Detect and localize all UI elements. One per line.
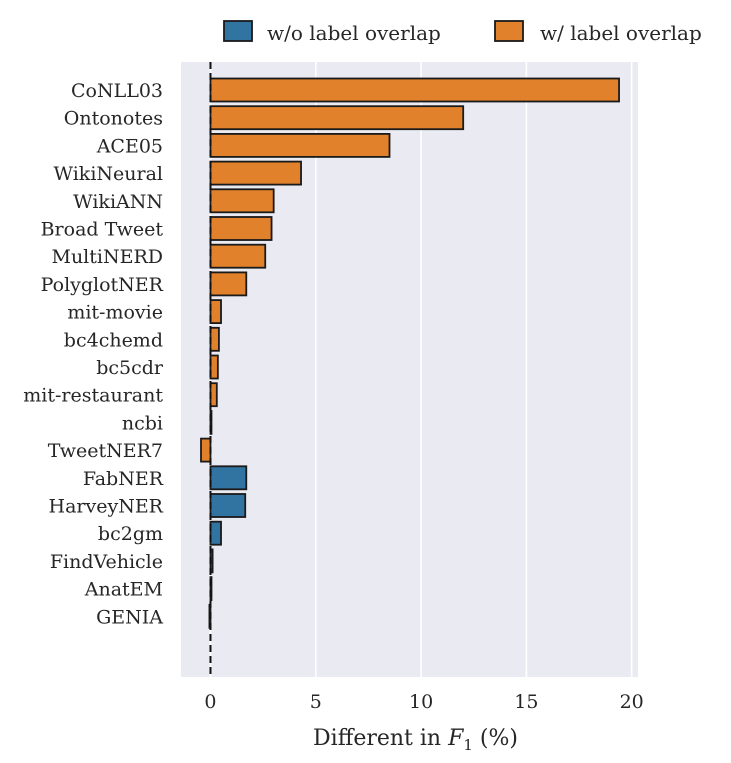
category-label: ncbi	[122, 412, 163, 434]
category-label: GENIA	[96, 606, 163, 628]
bar-wikiann	[209, 188, 275, 214]
x-tick-label: 5	[310, 691, 322, 713]
category-label: ACE05	[96, 135, 163, 157]
x-tick-label: 15	[514, 691, 538, 713]
bar-fabner	[209, 465, 248, 491]
category-label: mit-movie	[67, 302, 163, 324]
category-label: MultiNERD	[51, 246, 163, 268]
legend-swatch	[223, 20, 253, 42]
bar-bc5cdr	[209, 354, 219, 380]
bar-multinerd	[209, 243, 267, 269]
x-tick-label: 0	[204, 691, 216, 713]
x-tick-labels: 0 5 10 15 20	[204, 691, 643, 713]
x-axis-title-variable: F	[447, 726, 464, 751]
category-label: HarveyNER	[49, 496, 164, 518]
category-label: TweetNER7	[48, 440, 163, 462]
bar-bc4chemd	[209, 326, 220, 352]
bar-broad-tweet	[209, 216, 273, 241]
category-label: PolyglotNER	[41, 274, 164, 296]
bars	[200, 77, 620, 629]
bar-conll03	[209, 77, 620, 103]
bar-ace05	[209, 132, 391, 158]
bar-ncbi	[209, 409, 213, 435]
bar-anatem	[209, 576, 213, 601]
category-labels: CoNLL03 Ontonotes ACE05 WikiNeural WikiANN Br…	[23, 80, 164, 628]
legend-label: w/o label overlap	[267, 21, 441, 45]
x-axis-title-subscript: 1	[463, 736, 473, 754]
bar-wikineural	[209, 160, 302, 186]
category-label: bc5cdr	[96, 357, 164, 379]
x-axis-title-suffix: (%)	[473, 726, 518, 751]
bar-mit-movie	[209, 299, 222, 325]
category-label: CoNLL03	[71, 80, 163, 102]
bar-harveyner	[209, 493, 247, 518]
bar-ontonotes	[209, 105, 465, 131]
category-label: bc4chemd	[64, 329, 163, 351]
category-label: AnatEM	[84, 579, 163, 601]
category-label: Ontonotes	[64, 108, 163, 130]
bar-tweetner7	[200, 437, 212, 463]
legend: w/o label overlap w/ label overlap	[223, 20, 702, 45]
category-label: Broad Tweet	[41, 219, 164, 241]
bar-polyglotner	[209, 271, 248, 297]
category-label: WikiNeural	[54, 163, 163, 185]
category-label: bc2gm	[98, 523, 163, 545]
legend-label: w/ label overlap	[540, 21, 702, 45]
category-label: FabNER	[83, 468, 164, 490]
x-axis-title-prefix: Different in	[313, 726, 448, 751]
bar-bc2gm	[209, 520, 222, 546]
legend-swatch	[494, 20, 524, 42]
category-label: WikiANN	[73, 191, 163, 213]
x-tick-label: 10	[409, 691, 433, 713]
x-axis-title: Different in F1 (%)	[313, 726, 518, 754]
category-label: mit-restaurant	[23, 385, 163, 407]
x-tick-label: 20	[620, 691, 644, 713]
category-label: FindVehicle	[50, 551, 163, 573]
